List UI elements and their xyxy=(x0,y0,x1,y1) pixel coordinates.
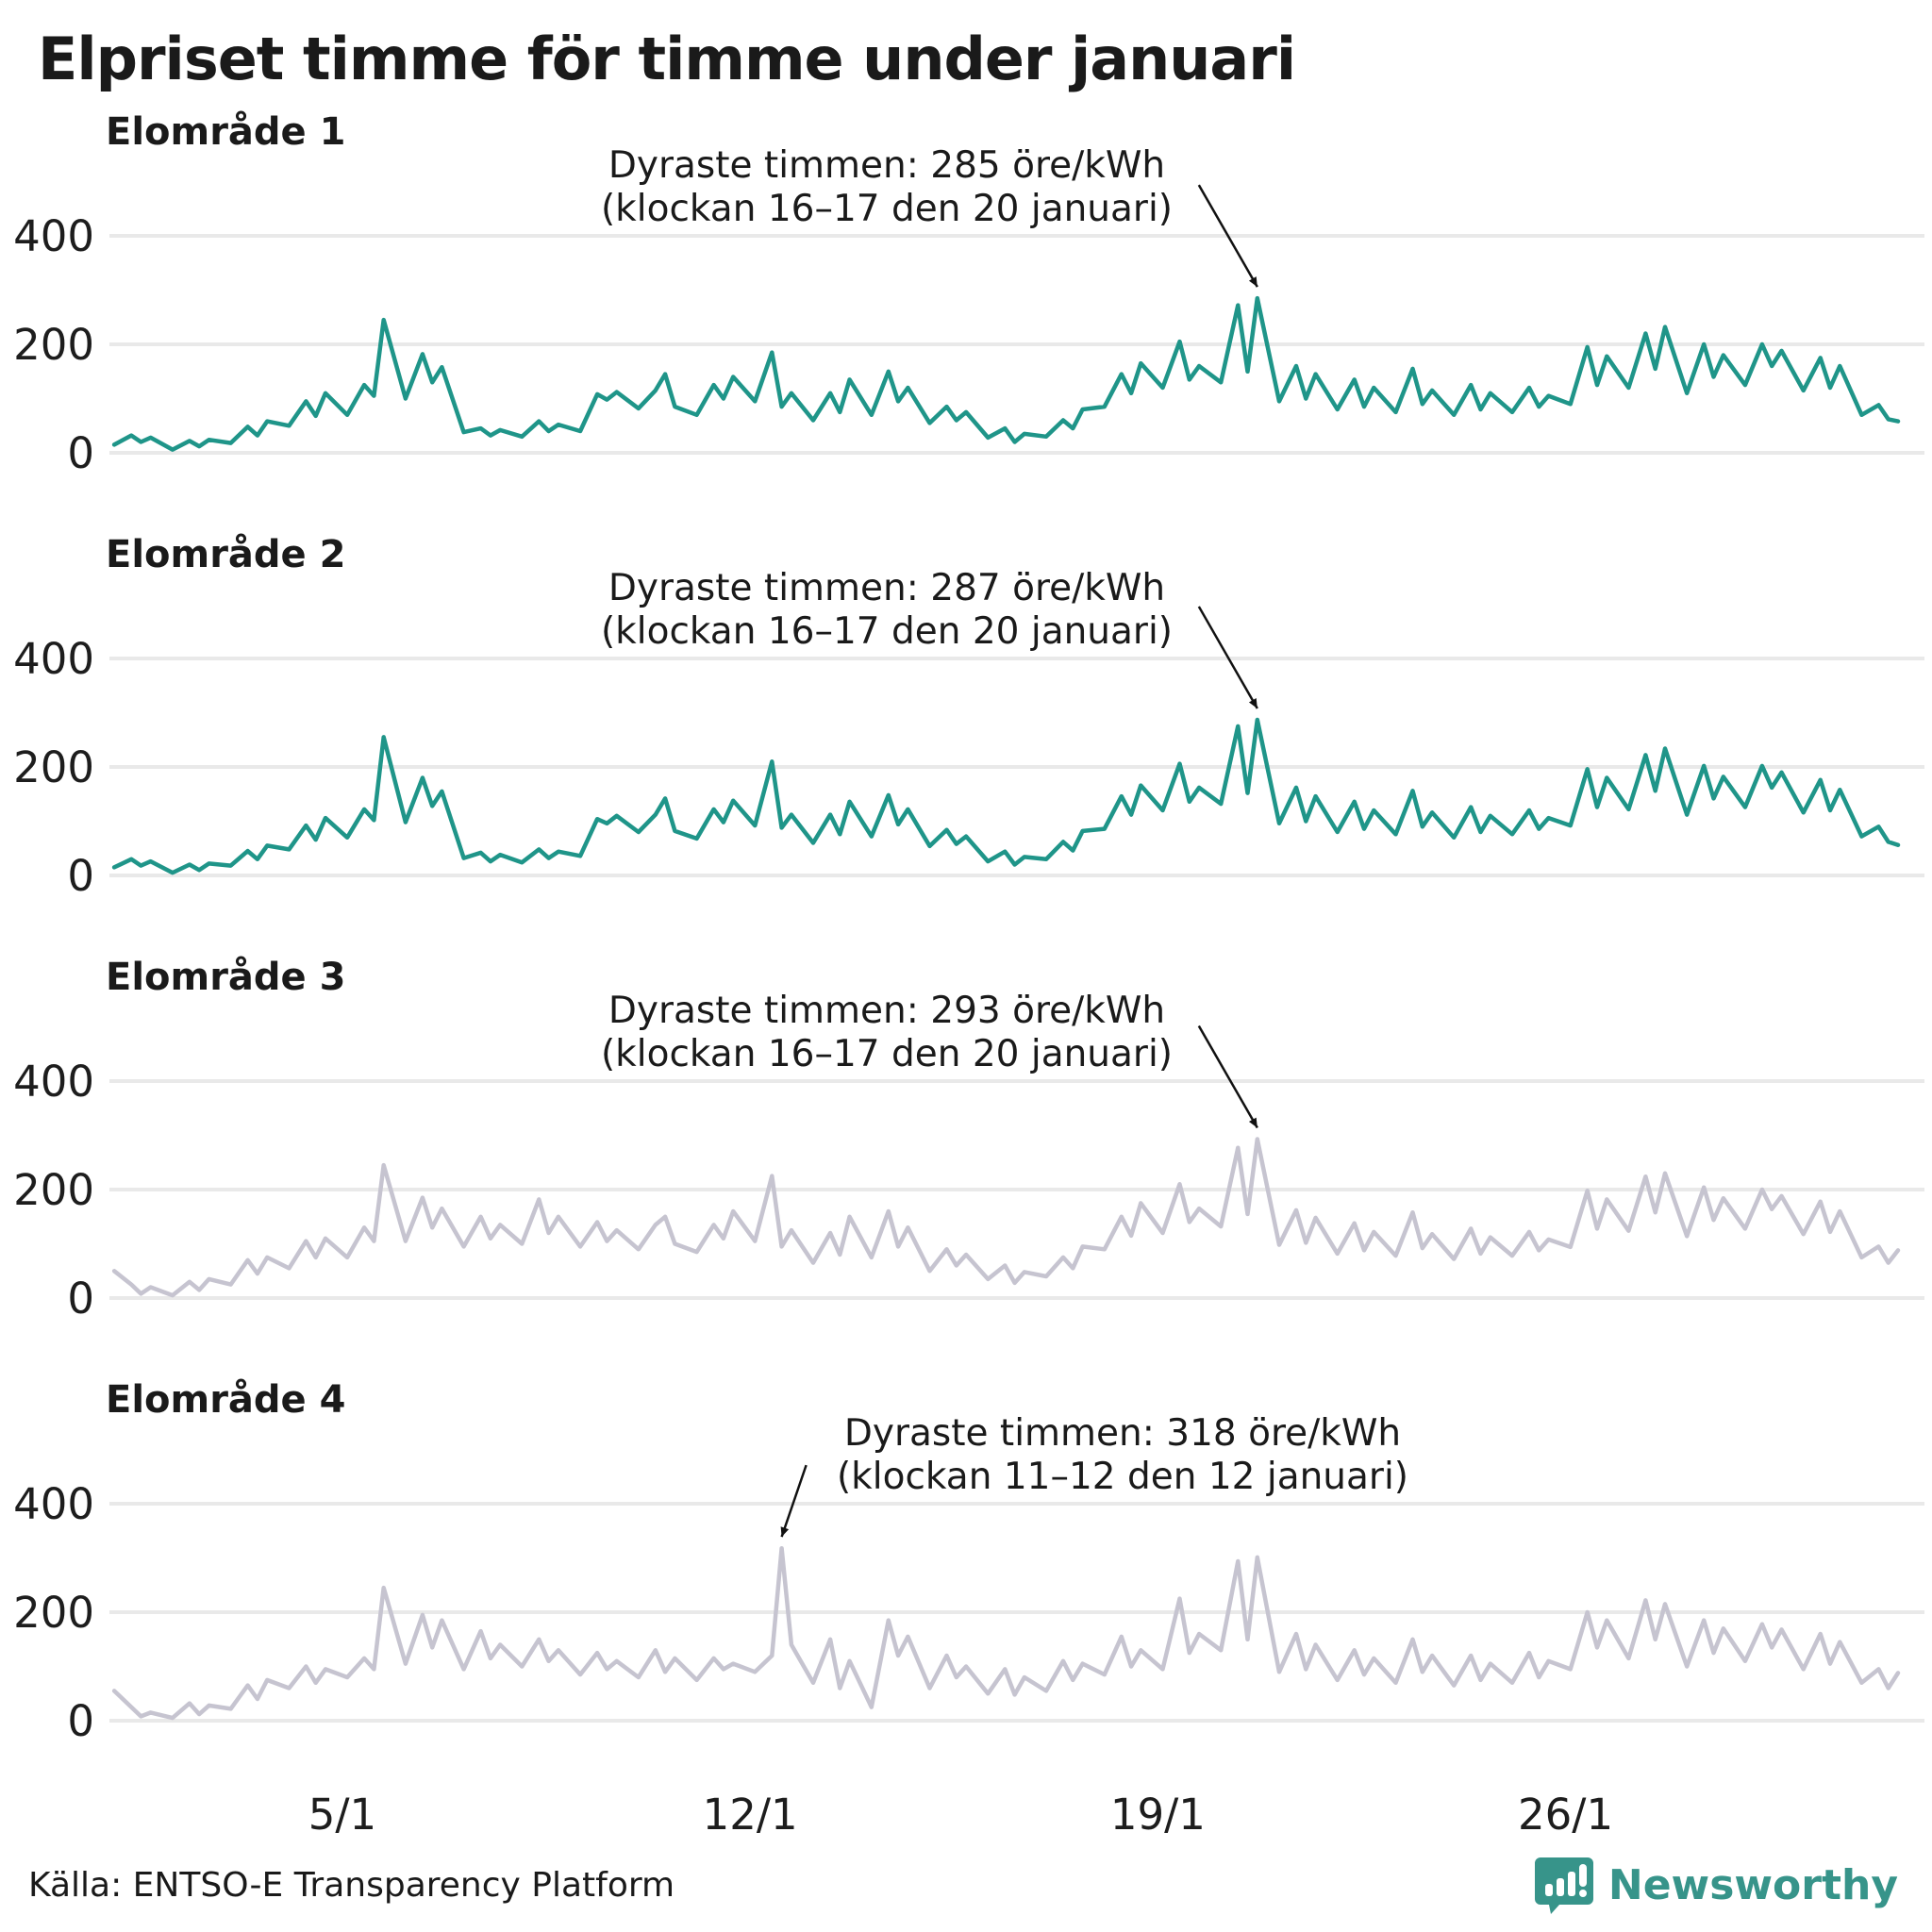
y-tick-label: 400 xyxy=(13,634,94,684)
price-line xyxy=(111,295,1901,452)
y-tick-label: 200 xyxy=(13,1588,94,1638)
panel-2-plot-area: Dyraste timmen: 287 öre/kWh (klockan 16–… xyxy=(0,567,1932,907)
annotation-arrowhead xyxy=(780,1526,790,1538)
y-tick-label: 400 xyxy=(13,211,94,261)
panel-elomrade-1: Elområde 1 Dyraste timmen: 285 öre/kWh (… xyxy=(0,97,1932,520)
annotation-arrow xyxy=(1197,1024,1258,1129)
page-title: Elpriset timme för timme under januari xyxy=(38,25,1296,93)
panel-2-chart: 0 200 400 xyxy=(13,606,1924,901)
newsworthy-brand: Newsworthy xyxy=(1533,1856,1898,1914)
annotation-arrowhead xyxy=(1248,276,1257,288)
panel-3-chart: 0 200 400 xyxy=(13,1024,1924,1324)
panel-3-plot-area: Dyraste timmen: 293 öre/kWh (klockan 16–… xyxy=(0,990,1932,1329)
newsworthy-logo-text: Newsworthy xyxy=(1607,1860,1898,1909)
x-tick-label: 12/1 xyxy=(702,1790,798,1840)
panel-3-heading: Elområde 3 xyxy=(106,956,346,999)
y-tick-label: 400 xyxy=(13,1057,94,1107)
panel-1-chart: 0 200 400 xyxy=(13,184,1924,478)
panel-elomrade-4: Elområde 4 Dyraste timmen: 318 öre/kWh (… xyxy=(0,1365,1932,1788)
annotation-arrowhead xyxy=(1248,1117,1257,1128)
x-tick-label: 19/1 xyxy=(1109,1790,1206,1840)
price-line xyxy=(111,1137,1901,1298)
y-tick-label: 0 xyxy=(67,1696,94,1746)
price-line xyxy=(111,1545,1901,1721)
panel-4-chart: 0 200 400 xyxy=(13,1464,1924,1746)
x-tick-label: 5/1 xyxy=(308,1790,377,1840)
x-tick-label: 26/1 xyxy=(1518,1790,1614,1840)
y-tick-label: 0 xyxy=(67,1274,94,1324)
footer: Källa: ENTSO-E Transparency Platform New… xyxy=(0,1846,1932,1914)
panel-1-heading: Elområde 1 xyxy=(106,110,346,154)
x-axis: 5/1 12/1 19/1 26/1 xyxy=(0,1788,1932,1846)
annotation-arrow xyxy=(780,1464,808,1538)
annotation-arrow xyxy=(1197,184,1258,288)
annotation-arrow xyxy=(1197,606,1258,709)
price-line xyxy=(111,717,1901,875)
source-credit: Källa: ENTSO-E Transparency Platform xyxy=(28,1865,675,1905)
panel-elomrade-2: Elområde 2 Dyraste timmen: 287 öre/kWh (… xyxy=(0,520,1932,942)
y-tick-label: 0 xyxy=(67,428,94,478)
y-tick-label: 200 xyxy=(13,320,94,370)
y-tick-label: 200 xyxy=(13,742,94,792)
panel-4-plot-area: Dyraste timmen: 318 öre/kWh (klockan 11–… xyxy=(0,1412,1932,1752)
newsworthy-logo-icon xyxy=(1534,1857,1593,1914)
panel-elomrade-3: Elområde 3 Dyraste timmen: 293 öre/kWh (… xyxy=(0,942,1932,1365)
annotation-arrowhead xyxy=(1248,698,1257,708)
y-tick-label: 0 xyxy=(67,851,94,901)
panel-1-plot-area: Dyraste timmen: 285 öre/kWh (klockan 16–… xyxy=(0,144,1932,484)
y-tick-label: 200 xyxy=(13,1165,94,1215)
panel-2-heading: Elområde 2 xyxy=(106,533,346,576)
panel-4-heading: Elområde 4 xyxy=(106,1378,346,1422)
y-tick-label: 400 xyxy=(13,1479,94,1529)
